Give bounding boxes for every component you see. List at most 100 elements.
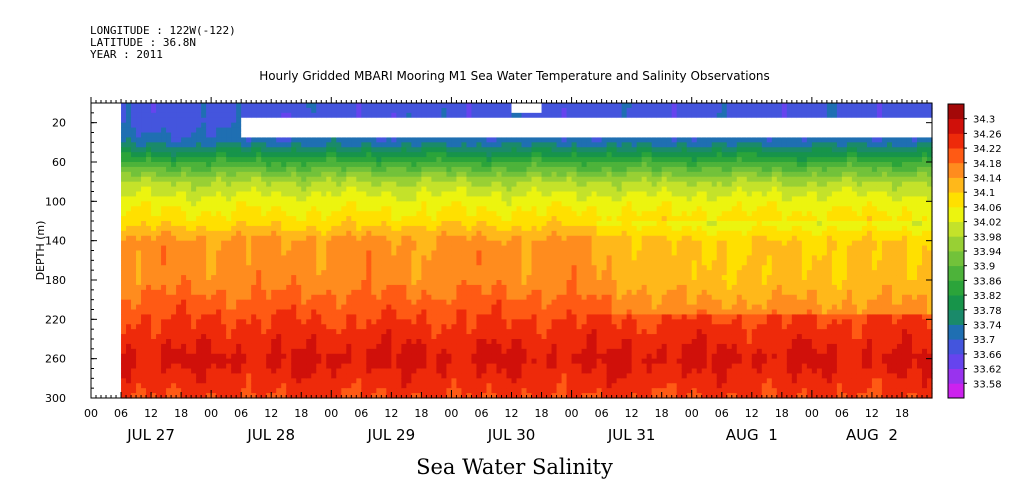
salinity-cell (106, 348, 112, 355)
salinity-cell (246, 206, 252, 212)
salinity-cell (376, 240, 382, 247)
salinity-cell (471, 152, 478, 158)
salinity-cell (356, 181, 362, 188)
salinity-cell (381, 280, 387, 286)
salinity-cell (176, 142, 182, 148)
salinity-cell (106, 112, 112, 119)
salinity-cell (116, 383, 122, 389)
salinity-cell (221, 280, 227, 286)
salinity-cell (371, 343, 377, 350)
salinity-cell (231, 373, 237, 379)
salinity-cell (421, 166, 427, 173)
salinity-cell (431, 339, 438, 345)
salinity-cell (436, 383, 443, 389)
salinity-cell (416, 348, 422, 355)
salinity-cell (491, 393, 498, 399)
salinity-cell (296, 250, 302, 257)
salinity-cell (346, 280, 352, 286)
salinity-cell (446, 127, 453, 134)
salinity-cell (246, 358, 252, 365)
salinity-cell (326, 329, 332, 335)
salinity-cell (171, 216, 177, 222)
salinity-cell (426, 280, 433, 286)
salinity-cell (476, 353, 483, 360)
salinity-cell (471, 393, 478, 399)
salinity-cell (161, 176, 167, 183)
salinity-cell (151, 103, 157, 109)
salinity-cell (106, 358, 112, 365)
salinity-cell (306, 324, 312, 330)
salinity-cell (176, 334, 182, 340)
salinity-cell (256, 309, 262, 316)
salinity-cell (206, 250, 212, 257)
salinity-cell (276, 299, 282, 306)
salinity-cell (106, 363, 112, 370)
salinity-cell (331, 122, 337, 129)
salinity-cell (206, 289, 212, 296)
salinity-cell (186, 373, 192, 379)
salinity-cell (456, 117, 463, 124)
salinity-cell (446, 275, 453, 281)
salinity-cell (106, 181, 112, 188)
salinity-cell (126, 122, 132, 129)
salinity-cell (501, 299, 508, 306)
salinity-cell (331, 211, 337, 217)
salinity-cell (161, 181, 167, 188)
salinity-cell (226, 319, 232, 325)
salinity-cell (276, 358, 282, 365)
salinity-cell (356, 378, 362, 384)
salinity-cell (156, 216, 162, 222)
salinity-cell (426, 329, 433, 335)
salinity-cell (261, 181, 267, 188)
salinity-cell (141, 107, 147, 114)
salinity-cell (301, 284, 307, 291)
salinity-cell (226, 240, 232, 247)
salinity-cell (391, 211, 397, 217)
salinity-cell (461, 230, 468, 237)
salinity-cell (436, 284, 443, 291)
salinity-cell (241, 383, 247, 389)
salinity-cell (476, 127, 483, 134)
salinity-cell (471, 343, 478, 350)
salinity-cell (476, 294, 483, 301)
salinity-cell (396, 309, 402, 316)
salinity-cell (396, 339, 402, 345)
salinity-cell (161, 255, 167, 261)
salinity-cell (426, 314, 433, 320)
salinity-cell (421, 235, 427, 242)
salinity-cell (216, 275, 222, 281)
salinity-cell (471, 284, 478, 291)
salinity-cell (421, 363, 427, 370)
salinity-cell (406, 211, 412, 217)
salinity-cell (241, 191, 247, 198)
salinity-cell (126, 181, 132, 188)
salinity-cell (276, 147, 282, 153)
salinity-cell (341, 280, 347, 286)
salinity-cell (291, 280, 297, 286)
salinity-cell (221, 368, 227, 375)
salinity-cell (371, 329, 377, 335)
salinity-cell (376, 358, 382, 365)
salinity-cell (196, 147, 202, 153)
salinity-cell (371, 299, 377, 306)
salinity-cell (486, 319, 493, 325)
salinity-cell (461, 383, 468, 389)
salinity-cell (396, 299, 402, 306)
salinity-cell (221, 137, 227, 143)
salinity-cell (341, 196, 347, 202)
salinity-cell (146, 358, 152, 365)
salinity-cell (461, 166, 468, 173)
salinity-cell (241, 196, 247, 202)
salinity-cell (456, 176, 463, 183)
salinity-cell (286, 211, 292, 217)
salinity-cell (221, 339, 227, 345)
salinity-cell (151, 240, 157, 247)
salinity-cell (191, 117, 197, 124)
salinity-cell (351, 280, 357, 286)
salinity-cell (251, 221, 257, 227)
salinity-cell (401, 201, 407, 207)
salinity-cell (376, 294, 382, 301)
salinity-cell (471, 181, 478, 188)
salinity-cell (486, 373, 493, 379)
salinity-cell (206, 225, 212, 232)
